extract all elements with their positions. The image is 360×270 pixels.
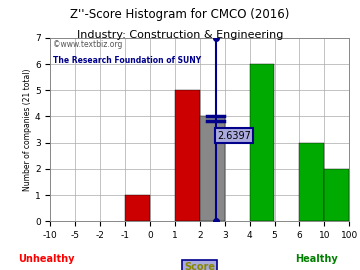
Text: Z''-Score Histogram for CMCO (2016): Z''-Score Histogram for CMCO (2016) [70,8,290,21]
Text: The Research Foundation of SUNY: The Research Foundation of SUNY [53,56,202,65]
Bar [249,64,274,221]
Text: 2.6397: 2.6397 [217,131,251,141]
Bar [324,169,349,221]
Bar [200,116,225,221]
Bar [300,143,324,221]
Bar [125,195,150,221]
Text: Unhealthy: Unhealthy [19,254,75,264]
Text: Healthy: Healthy [296,254,338,264]
Text: ©www.textbiz.org: ©www.textbiz.org [53,40,123,49]
Y-axis label: Number of companies (21 total): Number of companies (21 total) [23,68,32,191]
Text: Score: Score [184,262,215,270]
Text: Industry: Construction & Engineering: Industry: Construction & Engineering [77,30,283,40]
Bar [175,90,200,221]
